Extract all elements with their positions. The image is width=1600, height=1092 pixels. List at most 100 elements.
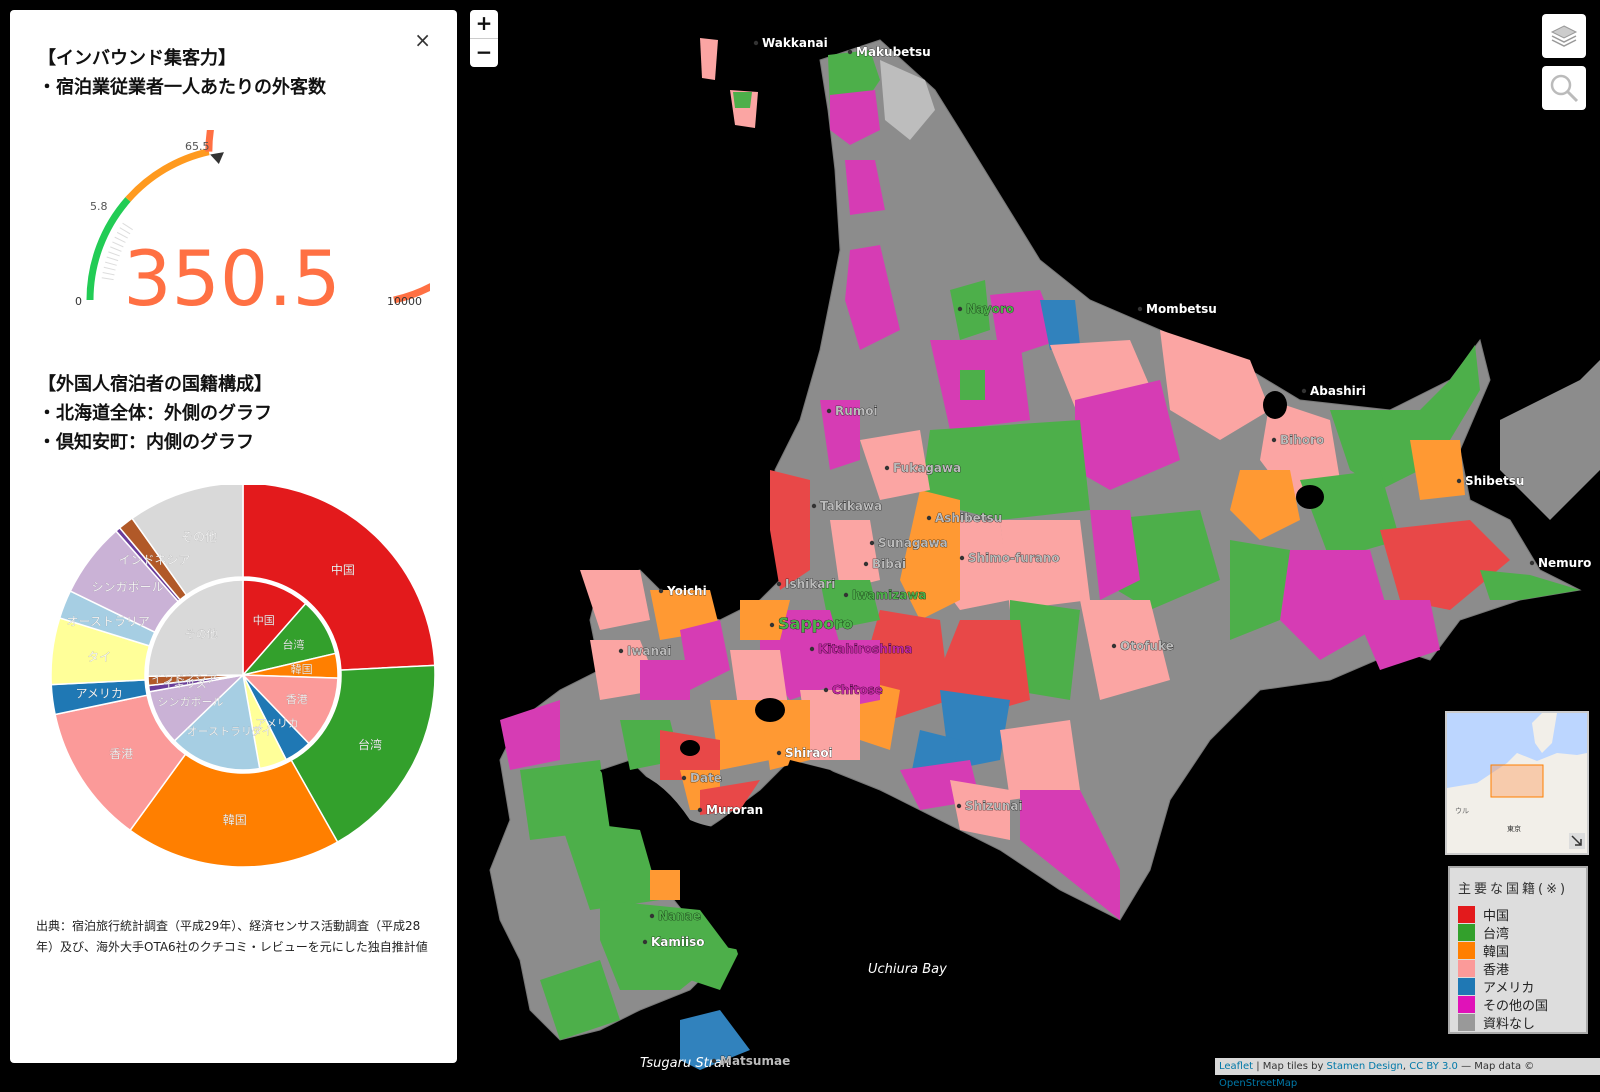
region-niseko[interactable]: [710, 700, 770, 770]
city-label: Sunagawa: [878, 536, 948, 550]
region-honbetsu[interactable]: [1230, 540, 1290, 640]
legend-item: 香港: [1450, 959, 1586, 978]
legend-swatch: [1458, 905, 1475, 923]
city-marker: [1271, 437, 1277, 443]
region-enbetsu[interactable]: [845, 245, 900, 350]
city-marker: [826, 408, 832, 414]
region-fukagawa[interactable]: [860, 430, 930, 500]
region-otofuke[interactable]: [1080, 600, 1170, 700]
minimap-label: 東京: [1507, 824, 1521, 833]
region-akkeshi[interactable]: [1380, 520, 1510, 610]
city-marker: [1301, 388, 1307, 394]
city-label: Shimo-furano: [968, 551, 1060, 565]
inner-slice: [242, 579, 307, 677]
osm-link[interactable]: OpenStreetMap: [1219, 1078, 1298, 1089]
region-kamikawa[interactable]: [920, 420, 1090, 520]
region-polygons[interactable]: [500, 50, 1580, 1040]
legend: 主要な国籍(※) 中国 台湾 韓国 香港 アメリカ その他の国 資料なし: [1448, 866, 1588, 1034]
zoom-in-button[interactable]: +: [475, 11, 493, 35]
layers-button[interactable]: [1542, 14, 1586, 58]
outer-slice: [131, 485, 244, 597]
region-takikawa[interactable]: [830, 520, 880, 590]
region-niikappu[interactable]: [1000, 720, 1080, 800]
attraction-subtitle: ・宿泊業従業者一人あたりの外客数: [38, 77, 326, 98]
region-shikaoi[interactable]: [1000, 520, 1090, 610]
region-shibetsu-t[interactable]: [960, 370, 985, 400]
city-label: Mombetsu: [1146, 302, 1217, 316]
close-button[interactable]: ×: [414, 28, 431, 52]
region-tsubetsu[interactable]: [1230, 470, 1300, 540]
region-nayoro[interactable]: [950, 280, 990, 340]
region-sarufutsu[interactable]: [880, 60, 935, 140]
inner-slice: [173, 673, 261, 771]
region-esan[interactable]: [690, 940, 740, 990]
region-setana[interactable]: [520, 760, 610, 840]
region-matsumae[interactable]: [540, 960, 620, 1040]
region-horonobe[interactable]: [845, 160, 885, 215]
region-mashike[interactable]: [770, 470, 810, 590]
region-mori[interactable]: [650, 870, 680, 900]
gauge-tick: [112, 241, 124, 248]
city-marker: [823, 687, 829, 693]
search-button[interactable]: [1542, 66, 1586, 110]
region-akaigawa[interactable]: [680, 620, 730, 690]
nationality-line-outer: ・北海道全体：外側のグラフ: [38, 403, 272, 424]
city-marker: [776, 581, 782, 587]
city-marker: [809, 646, 815, 652]
strait-label: Tsugaru Strait: [640, 1056, 732, 1071]
slice-label: インドネシア: [118, 553, 190, 567]
region-urakawa[interactable]: [1020, 790, 1120, 920]
license-link[interactable]: CC BY 3.0: [1409, 1061, 1458, 1072]
gauge-tick: [106, 256, 119, 262]
gauge-tick: [110, 246, 122, 252]
region-kushiro[interactable]: [1280, 550, 1390, 660]
region-shimizu[interactable]: [1010, 600, 1080, 700]
region-engaru[interactable]: [1075, 380, 1180, 490]
region-shimamaki[interactable]: [500, 700, 560, 770]
gauge-tick-1: 5.8: [90, 200, 108, 213]
minimap-toggle-icon[interactable]: [1571, 835, 1582, 846]
city-label: Shibetsu: [1465, 474, 1524, 488]
region-toyotomi[interactable]: [830, 90, 880, 145]
city-marker: [1111, 643, 1117, 649]
aomori-region: [680, 1010, 750, 1070]
gauge-value: 350.5: [123, 234, 341, 323]
region-shakotan[interactable]: [580, 570, 650, 630]
region-shari[interactable]: [1330, 345, 1480, 490]
region-rikubetsu[interactable]: [1090, 510, 1140, 600]
legend-swatch: [1458, 977, 1475, 995]
city-marker: [884, 465, 890, 471]
gauge-band: [125, 148, 210, 202]
region-yubetsu[interactable]: [1160, 330, 1270, 440]
region-rumoi[interactable]: [820, 400, 860, 470]
nationality-title: 【外国人宿泊者の国籍構成】: [38, 374, 272, 395]
city-label: Yoichi: [666, 584, 707, 598]
city-label: Wakkanai: [762, 36, 828, 50]
region-shibetsu[interactable]: [1410, 440, 1465, 500]
legend-swatch: [1458, 923, 1475, 941]
attribution: Leaflet | Map tiles by Stamen Design, CC…: [1215, 1058, 1600, 1089]
slice-label: 香港: [286, 693, 308, 706]
inner-slice: [241, 674, 339, 745]
region-kushiro-town[interactable]: [1350, 600, 1440, 670]
region-otaru[interactable]: [740, 600, 790, 640]
legend-swatch: [1458, 1013, 1475, 1031]
zoom-out-button[interactable]: −: [470, 38, 498, 67]
region-kyowa[interactable]: [640, 660, 690, 700]
region-iwamizawa[interactable]: [820, 580, 880, 630]
region-shizunai[interactable]: [950, 780, 1010, 840]
minimap[interactable]: ウル 東京: [1445, 711, 1589, 855]
city-label: Ishikari: [785, 577, 835, 591]
nationality-section: 【外国人宿泊者の国籍構成】 ・北海道全体：外側のグラフ ・倶知安町：内側のグラフ: [38, 370, 272, 457]
region-okoppe[interactable]: [1040, 300, 1080, 350]
region-chitose[interactable]: [800, 690, 860, 760]
region-muroran[interactable]: [700, 780, 760, 815]
region-nemuro[interactable]: [1480, 570, 1580, 600]
region-teshikaga[interactable]: [1300, 470, 1400, 560]
region-ashibetsu[interactable]: [900, 490, 960, 620]
city-label: Kitahiroshima: [818, 642, 912, 656]
leaflet-link[interactable]: Leaflet: [1219, 1061, 1254, 1072]
slice-label: 台湾: [358, 737, 382, 752]
region-yakumo[interactable]: [560, 820, 660, 910]
stamen-link[interactable]: Stamen Design: [1326, 1061, 1403, 1072]
